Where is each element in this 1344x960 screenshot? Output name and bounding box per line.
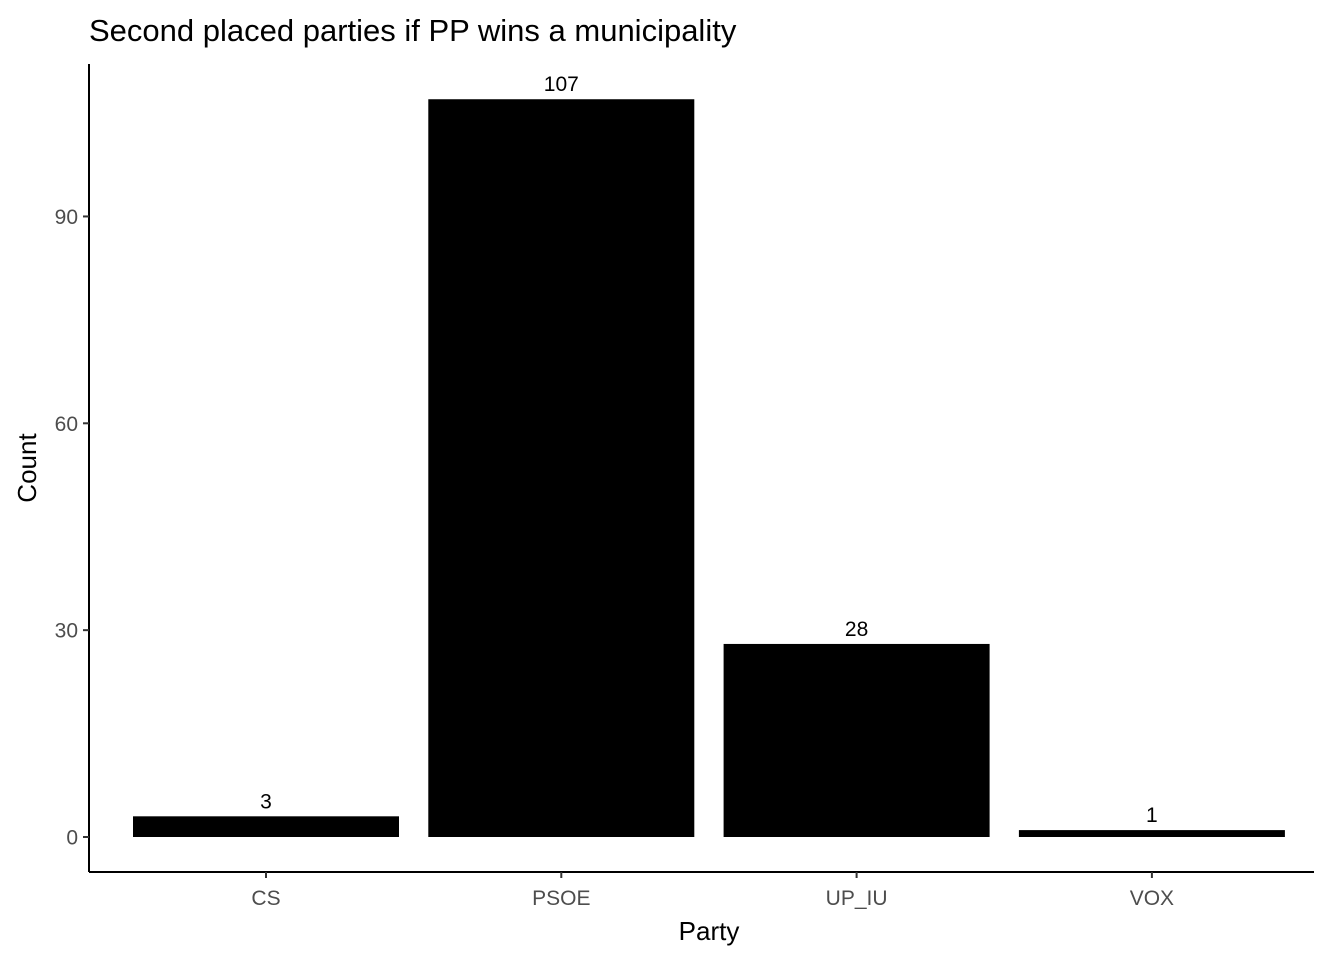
bar-psoe bbox=[428, 99, 695, 838]
y-tick-label: 0 bbox=[66, 827, 78, 850]
data-label: 3 bbox=[260, 790, 272, 813]
x-axis-title: Party bbox=[679, 916, 740, 946]
x-axis-ticks: CS PSOE UP_IU VOX bbox=[251, 872, 1174, 910]
x-tick-label: CS bbox=[251, 887, 280, 910]
bar-up-iu bbox=[723, 643, 990, 837]
bar-vox bbox=[1018, 830, 1285, 837]
y-axis-ticks: 0 30 60 90 bbox=[55, 206, 89, 850]
x-tick-label: UP_IU bbox=[826, 887, 888, 910]
data-label: 1 bbox=[1146, 804, 1158, 827]
bar-cs bbox=[133, 816, 399, 837]
y-tick-label: 90 bbox=[55, 206, 78, 229]
data-label: 28 bbox=[845, 618, 868, 641]
y-axis-title: Count bbox=[12, 433, 42, 503]
data-label: 107 bbox=[544, 73, 579, 96]
x-tick-label: PSOE bbox=[532, 887, 590, 910]
y-tick-label: 60 bbox=[55, 413, 78, 436]
x-tick-label: VOX bbox=[1130, 887, 1174, 910]
y-tick-label: 30 bbox=[55, 620, 78, 643]
plot-area: 3 107 28 1 bbox=[133, 73, 1285, 838]
chart-title: Second placed parties if PP wins a munic… bbox=[89, 13, 737, 48]
